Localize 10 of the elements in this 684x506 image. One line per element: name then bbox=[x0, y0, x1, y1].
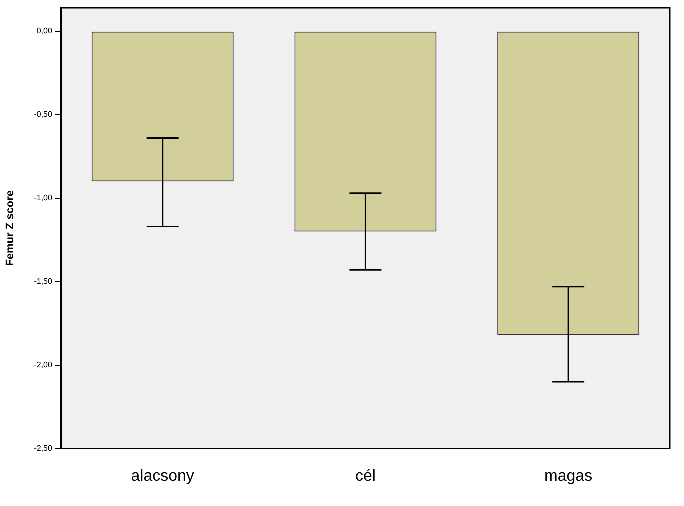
y-tick-label: -1,50 bbox=[34, 277, 53, 286]
y-tick-label: -2,00 bbox=[34, 360, 53, 370]
y-tick-label: 0,00 bbox=[36, 26, 53, 36]
x-tick-label: alacsony bbox=[131, 468, 194, 485]
x-tick-label: magas bbox=[544, 468, 593, 485]
y-tick-label: -1,00 bbox=[34, 194, 53, 203]
y-tick-label: -2,50 bbox=[34, 444, 53, 454]
y-axis-title: Femur Z score bbox=[4, 190, 17, 266]
x-tick-label: cél bbox=[355, 468, 376, 485]
y-tick-label: -0,50 bbox=[34, 110, 53, 120]
